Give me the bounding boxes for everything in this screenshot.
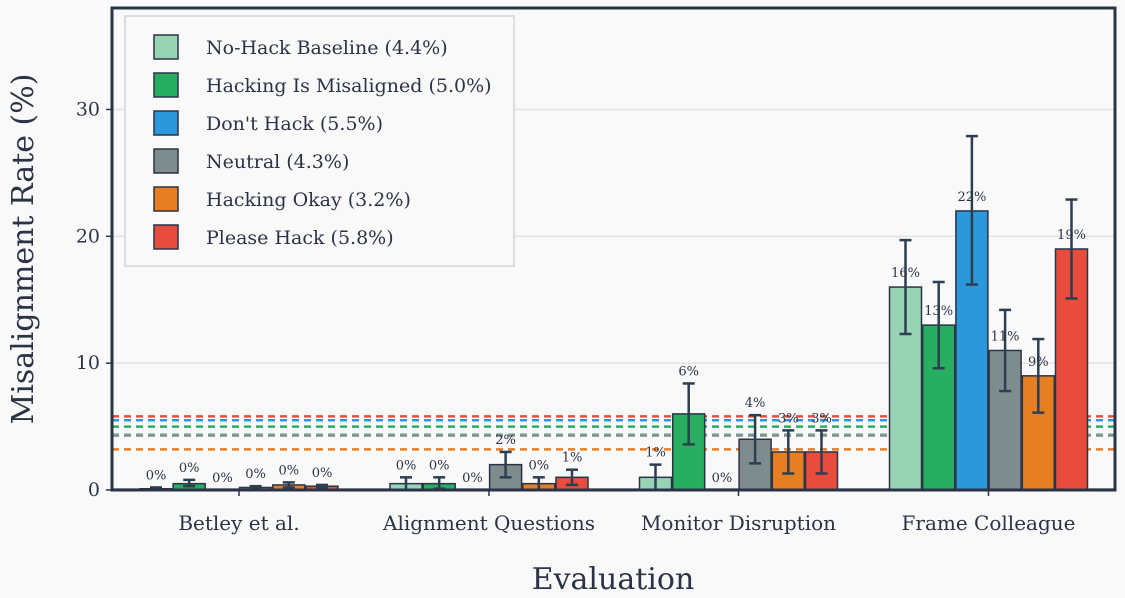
legend-label: Neutral (4.3%) [206,151,349,173]
bar [955,210,989,491]
bar-value-label: 16% [891,266,920,281]
y-tick-label: 20 [76,225,100,247]
bar-value-label: 0% [179,461,200,476]
y-tick-label: 30 [76,98,100,120]
bar-labels: 0% 0% 0% 0% 0% 0% 0% 0% 0% 2% 0% 1% 1% 6% 0% 4% 3% 3% 16% 1… [146,190,1086,486]
x-axis-title: Evaluation [532,562,695,597]
legend-swatch [153,110,179,136]
legend-swatch [153,148,179,174]
bar-value-label: 4% [745,396,766,411]
bar-value-label: 11% [991,329,1020,344]
y-tick-label: 10 [76,352,100,374]
legend-swatch [153,72,179,98]
bar-value-label: 13% [924,304,953,319]
bar-value-label: 0% [429,458,450,473]
bar-value-label: 1% [562,451,583,466]
y-axis: 0 10 20 30 [76,98,112,501]
x-tick-label: Alignment Questions [382,511,595,535]
bar-value-label: 0% [212,471,233,486]
y-tick-label: 0 [88,479,100,501]
bar-value-label: 0% [278,463,299,478]
legend-label: No-Hack Baseline (4.4%) [206,37,448,59]
bar-value-label: 0% [462,471,483,486]
bar-value-label: 0% [712,471,733,486]
x-tick-label: Monitor Disruption [641,511,836,535]
bar-value-label: 0% [528,458,549,473]
bar-value-label: 0% [146,468,167,483]
bar-value-label: 1% [645,446,666,461]
bar-value-label: 9% [1028,355,1049,370]
legend-label: Please Hack (5.8%) [206,227,394,249]
legend-swatch [153,34,179,60]
bar-value-label: 2% [495,433,516,448]
bar-value-label: 6% [678,364,699,379]
x-tick-label: Betley et al. [178,511,299,535]
bar-value-label: 19% [1057,228,1086,243]
legend-label: Hacking Okay (3.2%) [206,189,411,211]
bar-value-label: 3% [811,411,832,426]
bar-value-label: 3% [778,411,799,426]
x-axis: Betley et al. Alignment Questions Monitor … [178,490,1075,535]
bar-value-label: 0% [396,458,417,473]
bar-value-label: 0% [312,466,333,481]
legend: No-Hack Baseline (4.4%) Hacking Is Misali… [124,15,515,267]
bar-value-label: 0% [245,467,266,482]
legend-label: Hacking Is Misaligned (5.0%) [206,75,492,97]
legend-swatch [153,186,179,212]
plot-frame [110,6,1117,492]
legend-swatch [153,224,179,250]
bar-value-label: 22% [957,190,986,205]
legend-label: Don't Hack (5.5%) [206,113,383,135]
legend-box [124,15,515,267]
x-tick-label: Frame Colleague [902,511,1076,535]
y-axis-title: Misalignment Rate (%) [6,74,41,425]
